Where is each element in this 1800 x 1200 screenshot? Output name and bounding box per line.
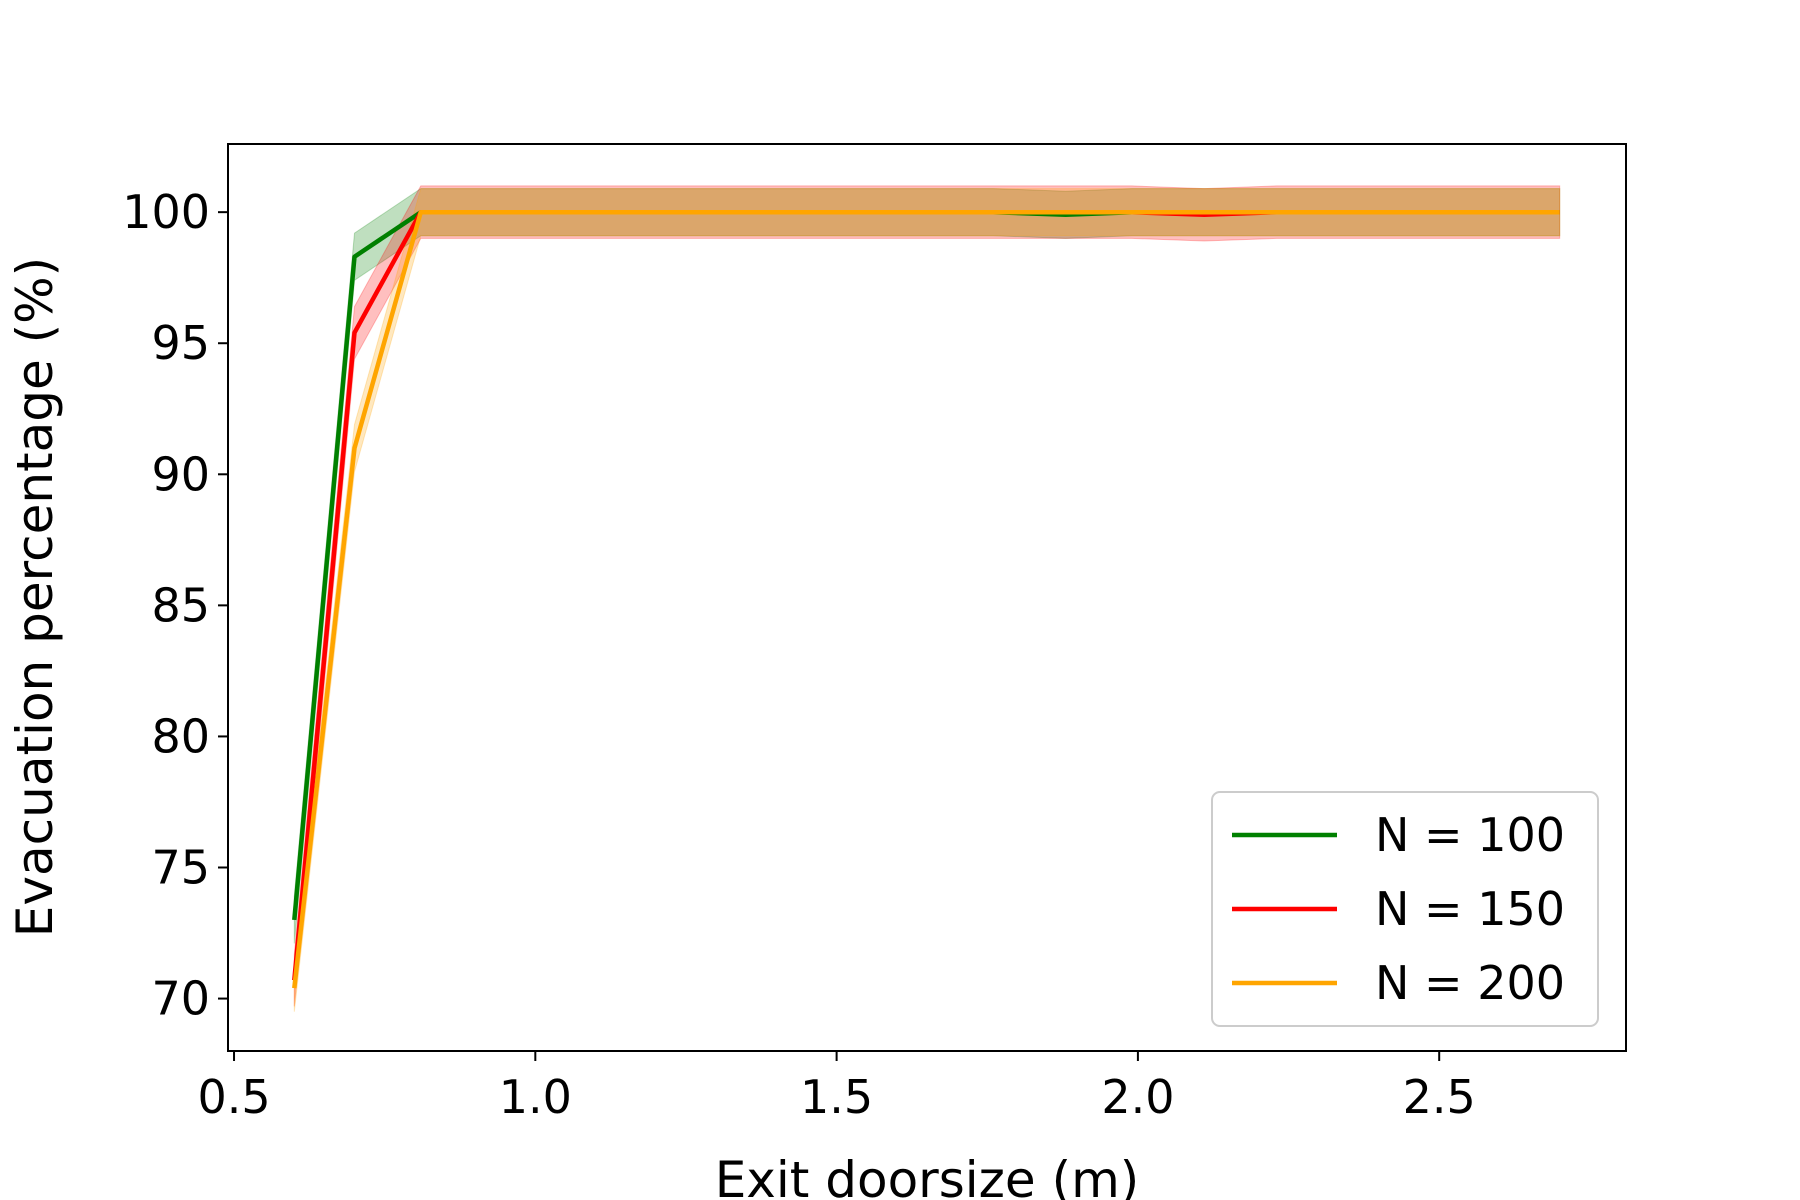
x-tick-label: 0.5: [197, 1070, 270, 1124]
series-lines: [292, 209, 1560, 989]
legend-label-2: N = 150: [1375, 882, 1565, 936]
y-axis-ticks: 70 75 80 85 90 95 100: [122, 185, 228, 1026]
y-tick-label: 85: [151, 578, 210, 632]
series-band-2: [293, 185, 1561, 1007]
legend-label-3: N = 200: [1375, 956, 1565, 1010]
confidence-bands: [293, 185, 1561, 1012]
y-tick-label: 95: [151, 316, 210, 370]
y-tick-label: 80: [151, 709, 210, 763]
series-band-3: [293, 188, 1561, 1012]
plot-area-frame: [227, 143, 1627, 1052]
y-tick-label: 70: [151, 972, 210, 1026]
series-band-1: [293, 188, 1561, 944]
x-tick-label: 2.0: [1101, 1070, 1174, 1124]
y-tick-label: 100: [122, 185, 210, 239]
y-axis-label: Evacuation percentage (%): [6, 257, 64, 937]
x-axis-ticks: 0.5 1.0 1.5 2.0 2.5: [197, 1051, 1476, 1124]
series-line-3: [292, 209, 1560, 989]
legend-box: [1211, 791, 1599, 1027]
x-tick-label: 2.5: [1403, 1070, 1476, 1124]
legend: N = 100 N = 150 N = 200: [1211, 791, 1599, 1027]
x-axis-label: Exit doorsize (m): [715, 1151, 1140, 1200]
legend-label-1: N = 100: [1375, 808, 1565, 862]
x-tick-label: 1.0: [499, 1070, 572, 1124]
x-tick-label: 1.5: [800, 1070, 873, 1124]
y-tick-label: 90: [151, 447, 210, 501]
y-tick-label: 75: [151, 841, 210, 895]
